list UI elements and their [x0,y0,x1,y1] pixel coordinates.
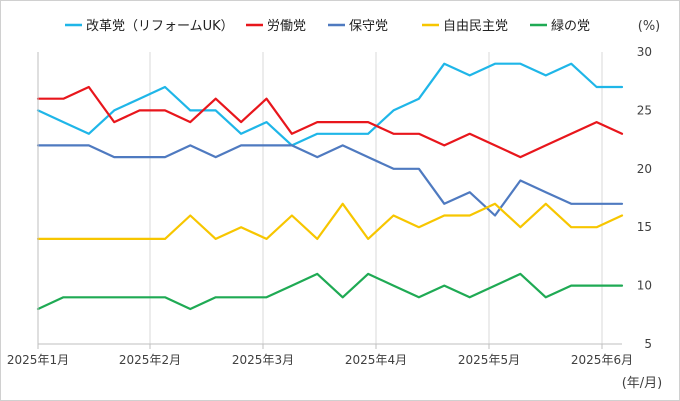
axis-layer: 2025年1月 2025年2月 2025年3月 2025年4月 2025年5月 2025年… [7,45,652,367]
x-tick-label: 2025年4月 [345,353,407,367]
series-layer [36,62,624,311]
series-line-1 [36,85,624,159]
x-tick-label: 2025年5月 [458,353,520,367]
x-tick-label: 2025年6月 [571,353,633,367]
x-tick-label: 2025年3月 [232,353,294,367]
x-axis-unit-label: (年/月) [622,376,663,391]
series-line-0 [36,62,624,147]
y-tick-label: 20 [637,162,652,176]
grid-layer [149,52,603,344]
y-axis-unit-label: (%) [638,19,661,34]
legend-label: 緑の党 [551,19,590,34]
legend-label: 自由民主党 [443,19,508,34]
x-tick-label: 2025年2月 [119,353,181,367]
y-tick-label: 10 [637,279,652,293]
legend-label: 保守党 [349,19,388,34]
series-line-3 [36,202,624,240]
x-tick-label: 2025年1月 [7,353,69,367]
legend-label: 改革党（リフォームUK） [86,19,234,34]
legend-label: 労働党 [267,19,306,34]
y-tick-label: 15 [637,220,652,234]
series-line-4 [36,272,624,311]
y-tick-label: 30 [637,45,652,59]
legend: 改革党（リフォームUK） 労働党 保守党 自由民主党 緑の党 [65,19,590,34]
series-line-2 [36,144,624,217]
y-tick-label: 25 [637,103,652,117]
y-tick-label: 5 [644,337,652,351]
